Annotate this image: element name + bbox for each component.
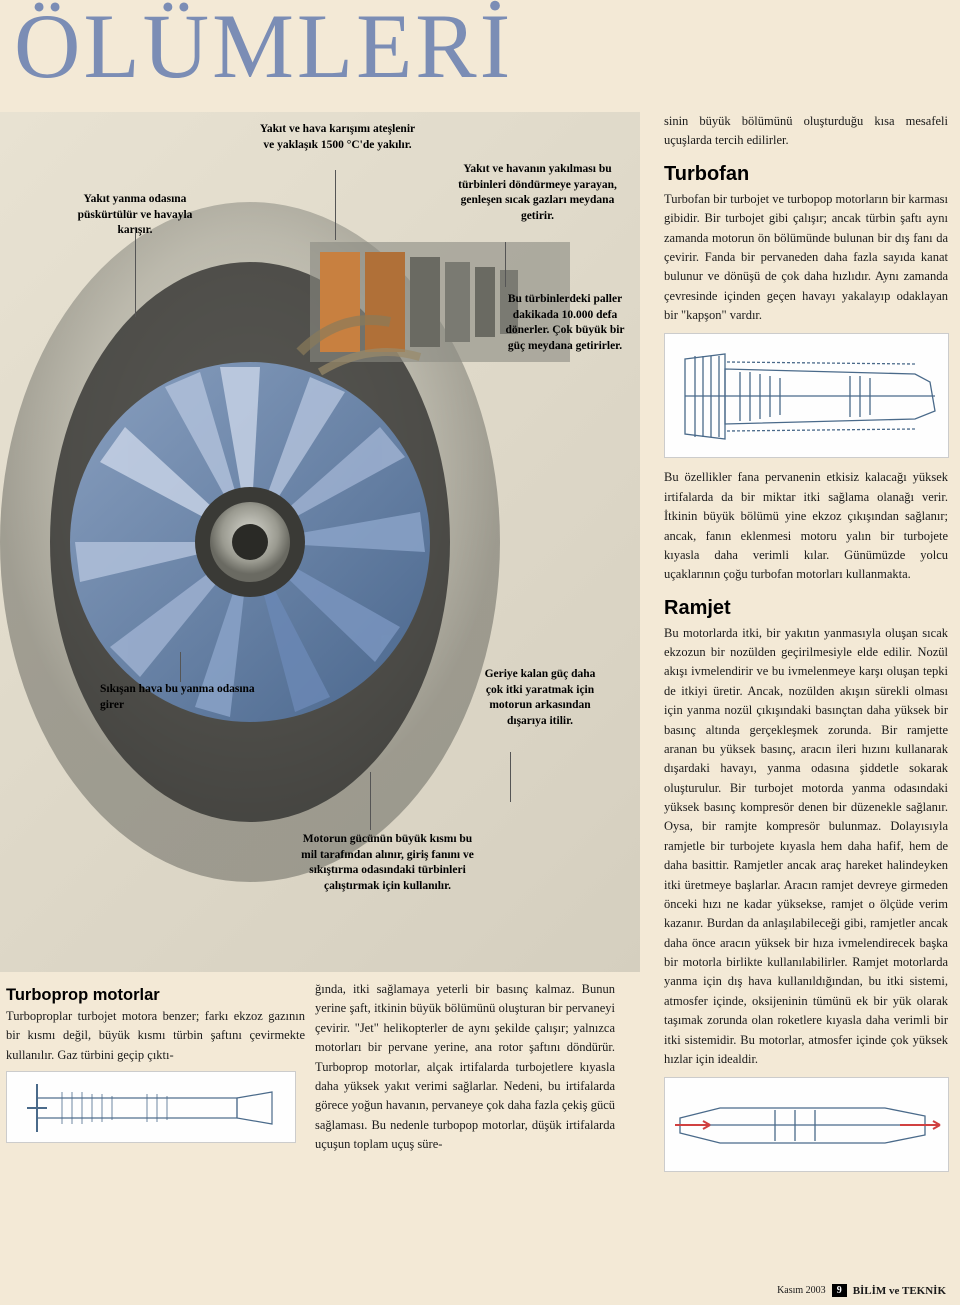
callout-hot-gases: Yakıt ve havanın yakılması bu türbinleri…: [455, 162, 620, 224]
ramjet-body: Bu motorlarda itki, bir yakıtın yanmasıy…: [652, 624, 948, 1070]
turbofan-body: Turbofan bir turbojet ve turbopop motorl…: [652, 190, 948, 326]
callout-exhaust-thrust: Geriye kalan güç daha çok itki yaratmak …: [475, 667, 605, 729]
callout-compressed-air: Sıkışan hava bu yanma odasına girer: [100, 682, 255, 713]
callout-ignition: Yakıt ve hava karışımı ateşlenir ve yakl…: [255, 122, 420, 153]
turbofan-body2: Bu özellikler fana pervanenin etkisiz ka…: [652, 468, 948, 584]
turboprop-section: Turboprop motorlar Turboproplar turbojet…: [0, 980, 305, 1158]
ramjet-diagram: [664, 1077, 949, 1172]
callout-line: [335, 170, 336, 240]
turbofan-diagram: [664, 333, 949, 458]
page-footer: Kasım 2003 9 BİLİM ve TEKNİK: [777, 1284, 946, 1297]
turboprop-diagram: [6, 1071, 296, 1143]
engine-cutaway-illustration: Yakıt yanma odasına püskürtülür ve havay…: [0, 112, 640, 972]
main-content: Yakıt yanma odasına püskürtülür ve havay…: [0, 102, 960, 1172]
callout-line: [510, 752, 511, 802]
right-column: sinin büyük bölümünü oluşturduğu kısa me…: [640, 112, 948, 1172]
ramjet-heading: Ramjet: [664, 597, 948, 620]
turbofan-heading: Turbofan: [664, 163, 948, 186]
turboprop-p2: ğında, itki sağlamaya yeterli bir basınç…: [315, 980, 615, 1154]
turbofan-p2: Bu özellikler fana pervanenin etkisiz ka…: [664, 468, 948, 584]
page-title: ÖLÜMLERİ: [0, 0, 960, 102]
ramjet-svg: [665, 1078, 950, 1173]
ramjet-p: Bu motorlarda itki, bir yakıtın yanmasıy…: [664, 624, 948, 1070]
turboprop-body: Turboproplar turbojet motora benzer; far…: [6, 1007, 305, 1065]
turbofan-svg: [665, 334, 950, 459]
intro-text: sinin büyük bölümünü oluşturduğu kısa me…: [652, 112, 948, 151]
footer-magazine: BİLİM ve TEKNİK: [853, 1285, 946, 1297]
callout-turbine-speed: Bu türbinlerdeki paller dakikada 10.000 …: [500, 292, 630, 354]
turboprop-continuation: ğında, itki sağlamaya yeterli bir basınç…: [305, 980, 625, 1158]
callout-line: [370, 772, 371, 830]
bottom-row: Turboprop motorlar Turboproplar turbojet…: [0, 972, 640, 1158]
intro-p: sinin büyük bölümünü oluşturduğu kısa me…: [664, 112, 948, 151]
turboprop-heading: Turboprop motorlar: [6, 986, 305, 1005]
footer-page-number: 9: [832, 1284, 847, 1297]
left-column: Yakıt yanma odasına püskürtülür ve havay…: [0, 112, 640, 1172]
callout-line: [135, 227, 136, 317]
turboprop-p1: Turboproplar turbojet motora benzer; far…: [6, 1007, 305, 1065]
callout-line: [180, 652, 181, 682]
callout-shaft-power: Motorun gücünün büyük kısmı bu mil taraf…: [300, 832, 475, 894]
turbofan-p1: Turbofan bir turbojet ve turbopop motorl…: [664, 190, 948, 326]
callout-line: [505, 242, 506, 287]
turboprop-svg: [7, 1072, 297, 1144]
footer-date: Kasım 2003: [777, 1285, 826, 1296]
